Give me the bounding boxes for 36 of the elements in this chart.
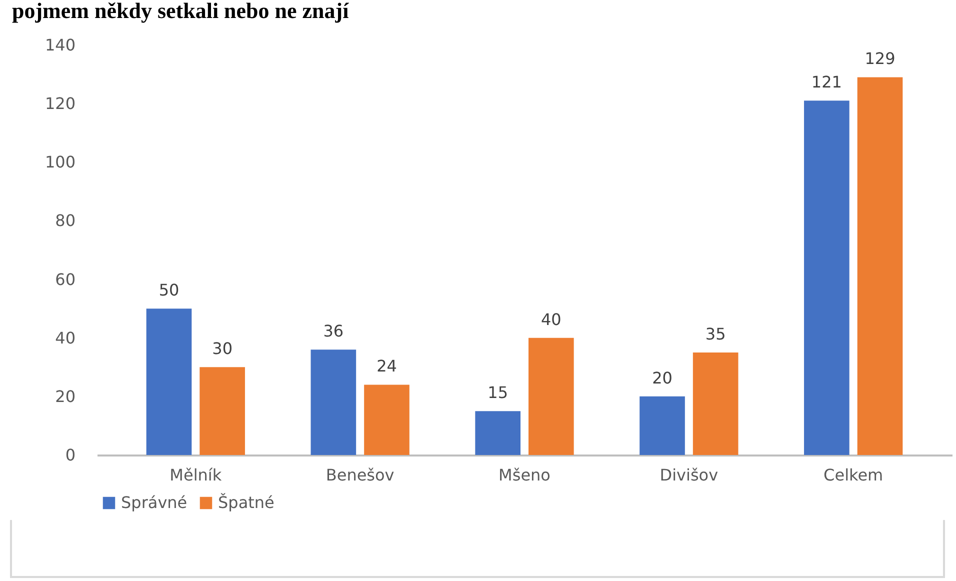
bar: [475, 411, 520, 455]
y-tick-label: 100: [44, 152, 76, 172]
bar: [692, 352, 738, 455]
data-label: 24: [376, 356, 397, 376]
bar: [310, 350, 356, 455]
y-tick-label: 140: [44, 36, 76, 54]
chart-title: pojmem někdy setkali nebo ne znají: [12, 0, 350, 23]
bar: [146, 308, 192, 455]
bar: [640, 396, 685, 455]
data-label: 40: [540, 310, 562, 329]
bar: [528, 338, 574, 455]
data-label: 35: [705, 324, 726, 344]
bar: [857, 77, 903, 455]
data-label: 129: [864, 49, 896, 68]
x-tick-label: Divišov: [660, 466, 718, 484]
bar: [200, 367, 245, 455]
x-tick-label: Celkem: [824, 466, 884, 484]
data-label: 121: [811, 72, 842, 92]
data-label: 15: [488, 383, 508, 402]
x-tick-label: Mšeno: [498, 466, 550, 484]
bar: [364, 384, 410, 455]
data-label: 50: [158, 280, 180, 300]
data-label: 20: [652, 368, 672, 388]
y-tick-label: 0: [65, 446, 76, 464]
y-tick-label: 80: [55, 211, 76, 230]
x-tick-label: Benešov: [326, 466, 394, 484]
data-label: 30: [212, 339, 232, 358]
y-tick-label: 20: [55, 386, 76, 406]
y-tick-label: 120: [44, 94, 76, 114]
legend-label: Správné: [121, 493, 188, 512]
y-tick-label: 40: [55, 328, 76, 348]
bar: [804, 100, 850, 455]
legend-label: Špatné: [218, 493, 274, 512]
x-tick-label: Mělník: [170, 466, 222, 484]
data-label: 36: [323, 322, 344, 341]
y-tick-label: 60: [55, 270, 76, 289]
